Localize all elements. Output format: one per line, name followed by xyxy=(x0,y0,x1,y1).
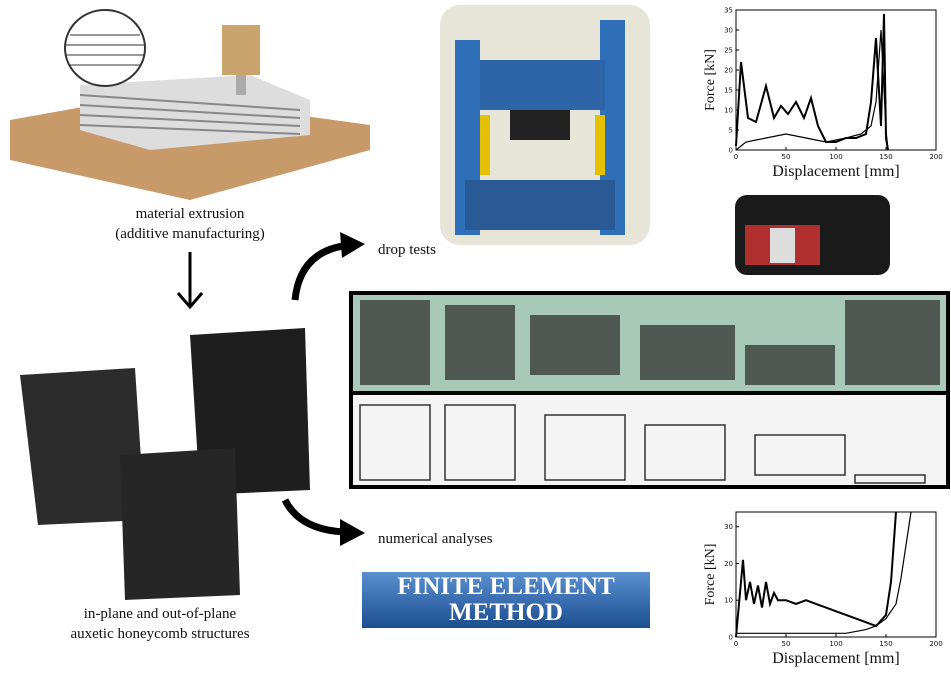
printer-illustration xyxy=(10,10,370,200)
x-axis-label: Displacement [mm] xyxy=(772,650,900,667)
y-tick-label: 0 xyxy=(729,634,733,642)
label: auxetic honeycomb structures xyxy=(70,626,249,642)
y-tick-label: 20 xyxy=(724,67,733,75)
y-tick-label: 20 xyxy=(724,560,733,568)
force-curve xyxy=(736,30,888,150)
y-tick-label: 10 xyxy=(724,107,733,115)
plot-frame xyxy=(736,10,936,150)
y-axis-label: Force [kN] xyxy=(703,49,718,111)
x-tick-label: 50 xyxy=(782,153,791,161)
y-tick-label: 35 xyxy=(724,7,733,15)
deformation-frames xyxy=(349,291,950,489)
fem-title: METHOD xyxy=(449,599,563,626)
y-tick-label: 30 xyxy=(724,523,733,531)
x-tick-label: 200 xyxy=(929,153,942,161)
y-tick-label: 5 xyxy=(729,127,733,135)
y-tick-label: 25 xyxy=(724,47,733,55)
y-tick-label: 0 xyxy=(729,147,733,155)
label: drop tests xyxy=(378,242,436,258)
label: (additive manufacturing) xyxy=(115,226,265,242)
x-tick-label: 0 xyxy=(734,153,738,161)
label: material extrusion xyxy=(136,206,245,222)
x-tick-label: 100 xyxy=(829,153,842,161)
y-tick-label: 15 xyxy=(724,87,733,95)
label: numerical analyses xyxy=(378,531,493,547)
drop-tower-photo xyxy=(440,5,650,245)
plot-frame xyxy=(736,512,936,637)
x-tick-label: 100 xyxy=(829,640,842,648)
label: in-plane and out-of-plane xyxy=(84,606,237,622)
x-tick-label: 150 xyxy=(879,153,892,161)
camera-photo xyxy=(735,195,890,275)
y-tick-label: 10 xyxy=(724,597,733,605)
x-axis-label: Displacement [mm] xyxy=(772,163,900,180)
x-tick-label: 50 xyxy=(782,640,791,648)
force-curve xyxy=(736,512,896,637)
fem-title: FINITE ELEMENT xyxy=(397,573,615,600)
graphical-abstract: material extrusion (additive manufacturi… xyxy=(0,0,951,669)
y-axis-label: Force [kN] xyxy=(703,544,718,606)
x-tick-label: 150 xyxy=(879,640,892,648)
x-tick-label: 200 xyxy=(929,640,942,648)
force-curve xyxy=(736,14,888,150)
y-tick-label: 30 xyxy=(724,27,733,35)
x-tick-label: 0 xyxy=(734,640,738,648)
honeycomb-samples xyxy=(20,328,310,600)
